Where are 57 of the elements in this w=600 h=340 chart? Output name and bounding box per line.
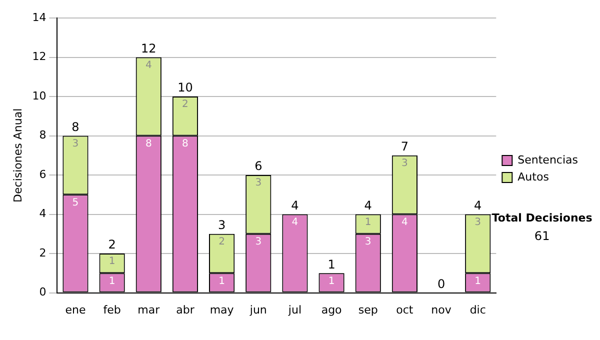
data-label: 1 [328, 276, 335, 287]
y-tick-label: 10 [32, 89, 46, 102]
data-label: 1 [108, 256, 116, 268]
x-tick-label: feb [103, 303, 121, 316]
data-label: 3 [364, 236, 372, 248]
data-label: 4 [402, 216, 408, 228]
total-label: 10 [178, 80, 193, 95]
text: 61 [534, 229, 550, 244]
x-tick-label: abr [176, 303, 195, 316]
data-label: 3 [402, 158, 408, 169]
annotation: Total Decisiones [492, 211, 593, 224]
total-label: 4 [364, 198, 372, 212]
x-tick-label: dic [470, 303, 486, 316]
data-label: 4 [292, 216, 298, 228]
x-tick-label: jun [248, 303, 267, 316]
legend-label: Sentencias [518, 153, 578, 166]
total-label: 8 [72, 120, 80, 134]
total-label: 1 [328, 257, 336, 272]
x-tick-label: ago [321, 303, 342, 316]
x-tick-label: oct [396, 303, 414, 316]
data-label: 3 [474, 216, 482, 228]
data-label: 3 [255, 236, 262, 248]
data-label: 1 [474, 276, 482, 287]
total-label: 2 [108, 238, 116, 252]
total-label: 0 [437, 276, 446, 291]
legend-label: Autos [518, 170, 550, 184]
data-label: 5 [72, 197, 79, 208]
data-label: 8 [145, 138, 152, 150]
y-tick-label: 0 [39, 286, 46, 299]
x-tick-label: may [210, 303, 234, 316]
data-label: 2 [218, 236, 225, 248]
total-label: 4 [291, 198, 299, 212]
y-axis-title: Decisiones Anual [11, 108, 24, 202]
y-tick-label: 2 [39, 246, 46, 260]
x-tick-label: ene [65, 303, 86, 316]
x-tick-label: mar [138, 303, 160, 316]
data-label: 4 [145, 60, 152, 71]
total-label: 4 [474, 198, 482, 212]
x-tick-label: sep [358, 303, 378, 316]
data-label: 8 [182, 138, 188, 150]
y-tick-label: 4 [39, 207, 46, 220]
y-tick-label: 6 [39, 168, 46, 181]
y-tick-label: 8 [39, 128, 46, 142]
data-label: 1 [108, 276, 116, 287]
y-tick-label: 12 [32, 50, 46, 64]
data-label: 3 [72, 138, 79, 150]
data-label: 3 [255, 178, 262, 189]
data-label: 1 [364, 216, 372, 228]
y-tick-label: 14 [32, 10, 46, 24]
total-label: 7 [400, 140, 409, 154]
x-tick-label: jul [287, 303, 302, 316]
total-label: 3 [218, 218, 226, 232]
x-tick-label: nov [431, 303, 452, 316]
total-label: 6 [254, 159, 262, 174]
data-label: 1 [218, 276, 225, 287]
total-label: 12 [141, 41, 156, 56]
data-label: 2 [182, 99, 188, 110]
